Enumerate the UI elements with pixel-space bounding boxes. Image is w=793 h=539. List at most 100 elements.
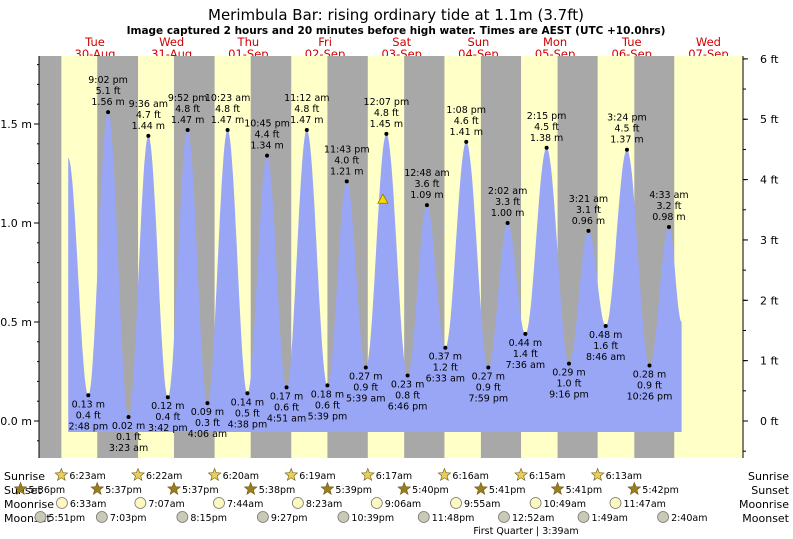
right-axis-tick-label: 3 ft [760, 234, 779, 247]
high-tide-time: 2:15 pm [527, 111, 567, 122]
low-tide-dot [603, 323, 608, 328]
right-axis-tick-label: 4 ft [760, 174, 779, 187]
high-tide-ft: 4.7 ft [136, 110, 161, 121]
high-tide-dot [344, 179, 349, 184]
sunrise-time: 6:23am [69, 471, 105, 482]
sunrise-time: 6:22am [146, 471, 182, 482]
low-tide-time: 6:46 pm [388, 401, 428, 412]
low-tide-dot [523, 331, 528, 336]
high-tide-dot [624, 147, 629, 152]
low-tide-m: 0.37 m [429, 352, 462, 363]
moonset-icon [417, 511, 430, 523]
sunset-icon [473, 481, 488, 495]
sunset-time: 5:40pm [412, 485, 449, 496]
sunset-time: 5:36pm [29, 485, 66, 496]
low-tide-ft: 0.9 ft [637, 381, 662, 392]
moonset-time: 9:27pm [271, 513, 308, 524]
low-tide-dot [405, 373, 410, 378]
low-tide-time: 3:42 pm [148, 423, 188, 434]
high-tide-m: 1.47 m [211, 115, 244, 126]
low-tide-time: 4:06 am [188, 429, 227, 440]
footer-items: 6:23am 6:22am 6:20am 6:19am 6:17am 6:16am 6:15… [13, 467, 707, 524]
low-tide-time: 10:26 pm [627, 392, 673, 403]
high-tide-ft: 3.3 ft [495, 197, 520, 208]
low-tide-m: 0.27 m [349, 372, 382, 383]
tide-extremes: 0.13 m0.4 ft2:48 pm9:02 pm5.1 ft1.56 m0.… [68, 75, 688, 454]
high-tide-time: 9:36 am [129, 99, 168, 110]
high-tide-dot [505, 221, 510, 225]
sunrise-icon [207, 467, 222, 481]
low-tide-dot [486, 365, 491, 370]
high-tide-m: 1.09 m [410, 190, 443, 201]
high-tide-ft: 4.5 ft [534, 122, 559, 133]
low-tide-dot [126, 415, 131, 420]
moonrise-row-label: Moonrise [4, 498, 54, 511]
right-axis-tick-label: 5 ft [760, 113, 779, 126]
moonset-time: 12:52am [512, 513, 554, 524]
left-axis-m: 0.0 m 0.5 m 1.0 m 1.5 m [0, 56, 40, 458]
low-tide-time: 2:48 pm [68, 421, 108, 432]
high-tide-ft: 4.0 ft [334, 155, 359, 166]
low-tide-ft: 0.8 ft [395, 390, 420, 401]
moonset-icon [337, 511, 350, 523]
high-tide-m: 1.38 m [530, 133, 563, 144]
high-tide-dot [304, 127, 309, 132]
high-tide-dot [544, 145, 549, 150]
sunset-time: 5:39pm [335, 485, 372, 496]
sunrise-time: 6:13am [606, 471, 642, 482]
low-tide-time: 7:36 am [506, 360, 545, 371]
low-tide-dot [363, 365, 368, 370]
left-axis-tick-label: 0.0 m [0, 415, 32, 428]
sunrise-time: 6:19am [299, 471, 335, 482]
high-tide-ft: 4.8 ft [175, 104, 200, 115]
high-tide-ft: 4.5 ft [614, 124, 639, 135]
high-tide-ft: 3.1 ft [576, 205, 601, 216]
low-tide-m: 0.12 m [151, 401, 184, 412]
high-tide-dot [666, 224, 671, 229]
moonset-icon [498, 511, 510, 523]
low-tide-m: 0.18 m [311, 389, 344, 400]
high-tide-time: 3:24 pm [607, 113, 647, 124]
high-tide-m: 1.45 m [370, 119, 403, 130]
sunset-time: 5:42pm [642, 485, 679, 496]
day-label-dow: Fri [318, 35, 332, 49]
moonrise-time: 10:49am [544, 499, 586, 510]
right-axis-tick-label: 1 ft [760, 355, 779, 368]
low-tide-time: 3:23 am [109, 443, 148, 454]
moonrise-time: 8:23am [306, 499, 342, 510]
high-tide-dot [146, 133, 151, 138]
low-tide-m: 0.13 m [72, 399, 105, 410]
tide-water-area [68, 112, 682, 432]
low-tide-dot [205, 401, 210, 406]
high-tide-dot [424, 203, 429, 208]
moonrise-icon [529, 497, 542, 509]
moonrise-time: 7:07am [148, 499, 184, 510]
right-axis-tick-label: 6 ft [760, 53, 779, 66]
low-tide-ft: 1.2 ft [433, 363, 458, 374]
high-tide-time: 3:21 am [569, 194, 608, 205]
low-tide-time: 5:39 am [346, 394, 385, 405]
low-tide-dot [647, 363, 652, 368]
high-tide-time: 10:45 pm [244, 119, 290, 130]
low-tide-ft: 0.3 ft [195, 418, 220, 429]
low-tide-ft: 0.6 ft [315, 400, 340, 411]
day-label-dow: Tue [84, 35, 105, 49]
left-axis-tick-label: 0.5 m [0, 316, 32, 329]
sunrise-icon [514, 467, 528, 481]
moonrise-time: 7:44am [227, 499, 263, 510]
high-tide-m: 0.98 m [652, 212, 685, 223]
high-tide-time: 1:08 pm [446, 105, 486, 116]
moonset-icon [577, 511, 590, 523]
sunrise-time: 6:15am [529, 471, 565, 482]
low-tide-ft: 1.4 ft [513, 349, 538, 360]
high-tide-m: 1.47 m [171, 115, 204, 126]
low-tide-m: 0.14 m [231, 397, 264, 408]
current-tide-marker-icon [377, 193, 389, 204]
high-tide-dot [106, 110, 111, 115]
moonset-row-label-right: Moonset [742, 512, 789, 525]
moonrise-icon [609, 497, 622, 509]
low-tide-dot [284, 385, 289, 390]
high-tide-m: 1.41 m [450, 127, 483, 138]
left-axis-tick-label: 1.0 m [0, 217, 32, 230]
moonrise-icon [450, 497, 462, 509]
